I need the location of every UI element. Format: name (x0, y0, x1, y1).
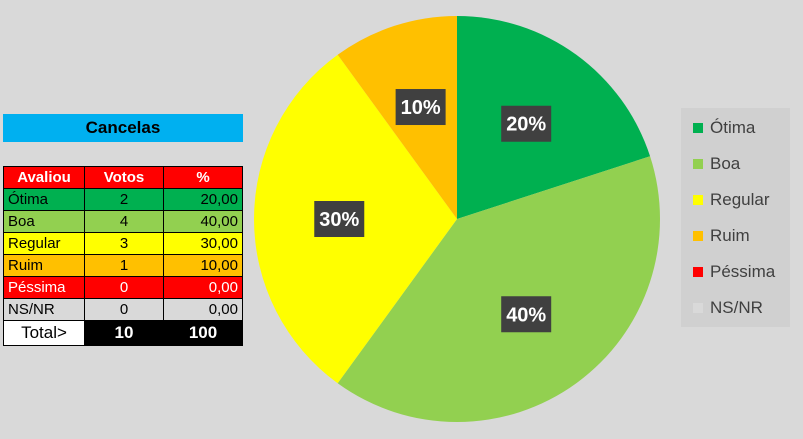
row-label: Regular (3, 232, 85, 255)
legend-swatch (693, 123, 703, 133)
row-votos: 0 (84, 298, 164, 321)
table-row: Ótima 2 20,00 (3, 188, 243, 211)
pie-slice-0 (457, 16, 651, 219)
data-label-text: 10% (401, 97, 441, 119)
header-avaliou: Avaliou (3, 166, 85, 189)
row-votos: 2 (84, 188, 164, 211)
table-title: Cancelas (3, 114, 243, 142)
row-votos: 3 (84, 232, 164, 255)
legend-label: Ruim (710, 226, 750, 245)
data-label-text: 40% (506, 304, 546, 326)
legend-swatch (693, 267, 703, 277)
row-percent: 10,00 (163, 254, 243, 277)
pie-slice-1 (337, 156, 660, 422)
table-header-row: Avaliou Votos % (3, 166, 243, 189)
table-row: Regular 3 30,00 (3, 232, 243, 255)
row-percent: 0,00 (163, 298, 243, 321)
data-label-text: 30% (319, 209, 359, 231)
legend-label: Péssima (710, 262, 776, 281)
data-label-0: 20% (501, 105, 552, 142)
row-label: Ruim (3, 254, 85, 277)
table-row: Ruim 1 10,00 (3, 254, 243, 277)
row-percent: 40,00 (163, 210, 243, 233)
row-label: NS/NR (3, 298, 85, 321)
legend-item: Péssima (693, 262, 775, 282)
row-label: Boa (3, 210, 85, 233)
row-label: Péssima (3, 276, 85, 299)
legend-item: Ruim (693, 226, 750, 246)
row-percent: 20,00 (163, 188, 243, 211)
total-row: Total> 10 100 (3, 320, 243, 346)
legend-swatch (693, 303, 703, 313)
total-label: Total> (3, 320, 85, 346)
data-label-text: 20% (506, 114, 546, 136)
row-votos: 1 (84, 254, 164, 277)
legend-item: Boa (693, 154, 740, 174)
legend-label: Boa (710, 154, 741, 173)
table-body: Ótima 2 20,00 Boa 4 40,00 Regular 3 30,00 Ruim 1 10… (3, 188, 243, 321)
legend-label: Ótima (710, 118, 756, 137)
legend-swatch (693, 159, 703, 169)
votes-table: Avaliou Votos % Ótima 2 20,00 Boa 4 40,00 Regu… (3, 166, 243, 346)
row-percent: 30,00 (163, 232, 243, 255)
data-label-box (501, 296, 552, 333)
chart-legend: Ótima Boa Regular Ruim Péssima NS/NR (681, 108, 790, 327)
legend-label: NS/NR (710, 298, 763, 317)
data-label-3: 10% (395, 89, 446, 126)
data-label-box (501, 105, 552, 142)
legend-swatch (693, 195, 703, 205)
data-label-1: 40% (501, 296, 552, 333)
data-label-box (314, 201, 365, 237)
table-row: NS/NR 0 0,00 (3, 298, 243, 321)
legend-label: Regular (710, 190, 770, 209)
table-row: Boa 4 40,00 (3, 210, 243, 233)
row-votos: 4 (84, 210, 164, 233)
total-percent: 100 (163, 320, 243, 346)
header-percent: % (163, 166, 243, 189)
legend-swatch (693, 231, 703, 241)
data-label-box (395, 89, 446, 126)
data-label-2: 30% (314, 201, 365, 237)
legend-item: NS/NR (693, 298, 763, 318)
legend-item: Ótima (693, 118, 755, 138)
legend-item: Regular (693, 190, 770, 210)
